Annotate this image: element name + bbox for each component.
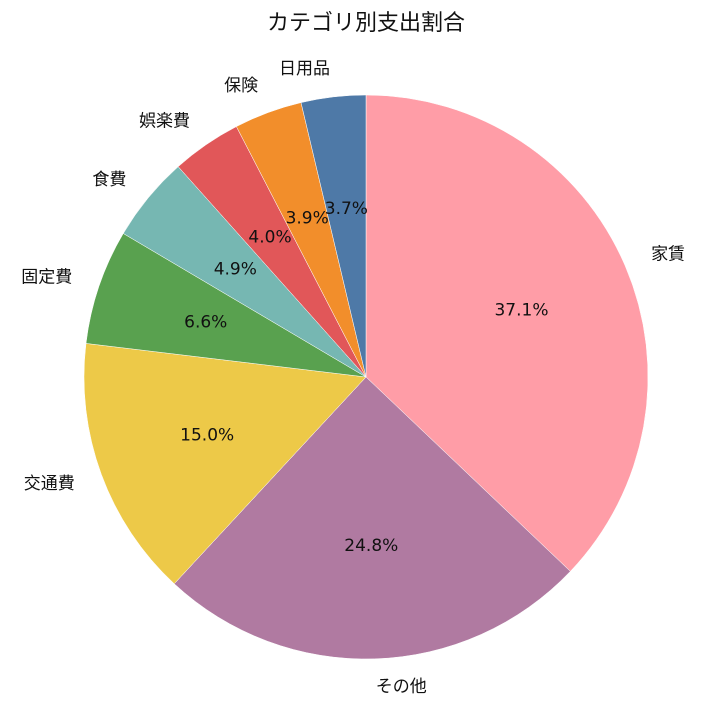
- slice-percent-label: 15.0%: [180, 425, 234, 445]
- slice-percent-label: 24.8%: [344, 536, 398, 556]
- slice-category-label: 娯楽費: [139, 112, 190, 132]
- slice-category-label: その他: [376, 677, 427, 697]
- pie-slice: [365, 94, 649, 572]
- slice-category-label: 交通費: [24, 474, 75, 494]
- pie-slice: [300, 94, 367, 378]
- pie-slice: [83, 343, 367, 585]
- slice-category-label: 保険: [224, 76, 258, 96]
- slice-percent-label: 3.7%: [325, 199, 368, 219]
- pie-slice: [173, 376, 571, 660]
- slice-category-label: 固定費: [21, 267, 72, 287]
- slice-category-label: 家賃: [651, 245, 685, 265]
- pie-labels: 37.1% 家賃 24.8% その他 15.0% 交通費 6.6% 固定費 4.9% 食費 4.0%…: [21, 59, 685, 697]
- slice-percent-label: 4.0%: [248, 228, 291, 248]
- slice-percent-label: 4.9%: [214, 260, 257, 280]
- slice-percent-label: 3.9%: [286, 208, 329, 228]
- pie-slices: [83, 94, 649, 660]
- chart-title: カテゴリ別支出割合: [267, 11, 465, 36]
- slice-category-label: 日用品: [279, 59, 330, 79]
- pie-slice: [85, 233, 367, 378]
- slice-percent-label: 6.6%: [184, 313, 227, 333]
- slice-percent-label: 37.1%: [494, 300, 548, 320]
- slice-category-label: 食費: [92, 170, 126, 190]
